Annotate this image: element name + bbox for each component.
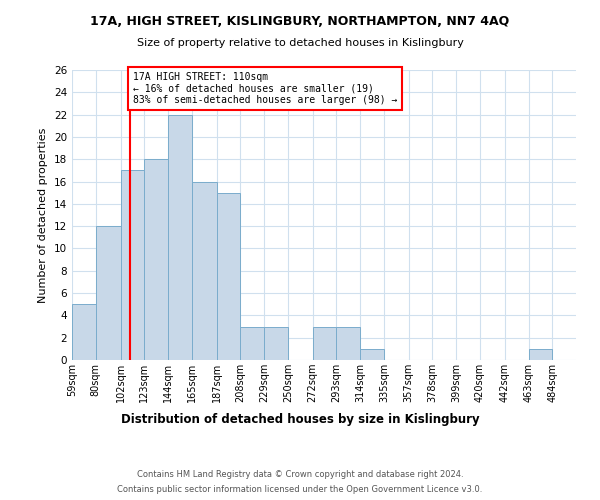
Bar xyxy=(529,349,552,360)
Bar xyxy=(313,326,337,360)
Bar xyxy=(241,326,264,360)
Bar xyxy=(145,159,168,360)
Text: Contains public sector information licensed under the Open Government Licence v3: Contains public sector information licen… xyxy=(118,485,482,494)
Bar xyxy=(264,326,288,360)
Bar xyxy=(96,226,121,360)
Bar xyxy=(337,326,360,360)
Bar xyxy=(72,304,96,360)
Bar xyxy=(192,182,217,360)
Text: Contains HM Land Registry data © Crown copyright and database right 2024.: Contains HM Land Registry data © Crown c… xyxy=(137,470,463,479)
Bar xyxy=(360,349,384,360)
Bar xyxy=(121,170,145,360)
Text: Size of property relative to detached houses in Kislingbury: Size of property relative to detached ho… xyxy=(137,38,463,48)
Y-axis label: Number of detached properties: Number of detached properties xyxy=(38,128,49,302)
Text: 17A, HIGH STREET, KISLINGBURY, NORTHAMPTON, NN7 4AQ: 17A, HIGH STREET, KISLINGBURY, NORTHAMPT… xyxy=(91,15,509,28)
Bar xyxy=(168,114,192,360)
Text: Distribution of detached houses by size in Kislingbury: Distribution of detached houses by size … xyxy=(121,412,479,426)
Text: 17A HIGH STREET: 110sqm
← 16% of detached houses are smaller (19)
83% of semi-de: 17A HIGH STREET: 110sqm ← 16% of detache… xyxy=(133,72,397,106)
Bar xyxy=(217,192,241,360)
